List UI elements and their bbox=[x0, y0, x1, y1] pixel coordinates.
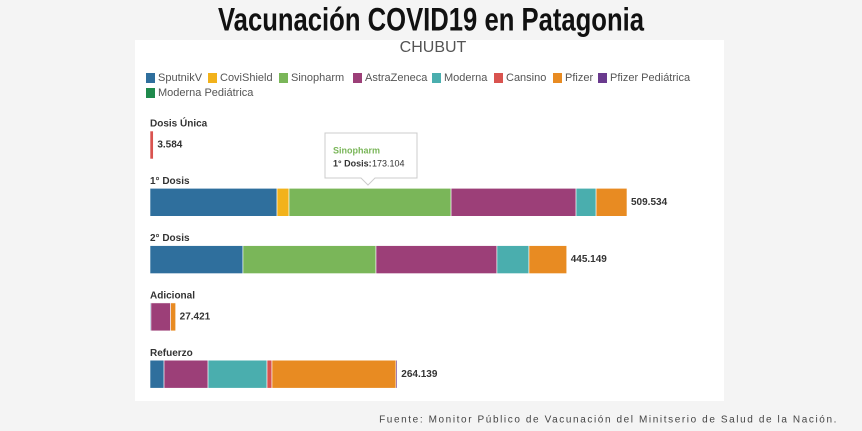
legend-swatch bbox=[146, 73, 155, 83]
bar-segment bbox=[276, 188, 290, 217]
bar-segment bbox=[496, 245, 530, 274]
total-label: 509.534 bbox=[631, 197, 668, 208]
legend-swatch bbox=[208, 73, 217, 83]
legend-label: Moderna bbox=[444, 72, 488, 84]
legend-swatch bbox=[146, 88, 155, 98]
legend-swatch bbox=[598, 73, 607, 83]
bar-segment bbox=[528, 245, 568, 274]
legend-label: CoviShield bbox=[220, 72, 273, 84]
bar-segment bbox=[271, 359, 397, 389]
bar-segment bbox=[395, 359, 398, 389]
category-label: 2° Dosis bbox=[150, 233, 190, 244]
bar-segment bbox=[575, 188, 597, 217]
bar-segment bbox=[170, 302, 176, 332]
legend-label: Sinopharm bbox=[291, 72, 344, 84]
tooltip-value: 173.104 bbox=[372, 158, 405, 168]
bar-segment bbox=[450, 188, 577, 217]
bar-segment bbox=[242, 245, 377, 274]
bar-segment bbox=[150, 302, 171, 332]
bar-segment bbox=[149, 359, 165, 389]
legend-swatch bbox=[279, 73, 288, 83]
category-label: 1° Dosis bbox=[150, 176, 190, 187]
bar-segment bbox=[595, 188, 628, 217]
category-label: Refuerzo bbox=[150, 348, 193, 359]
category-label: Dosis Única bbox=[150, 117, 208, 130]
legend-swatch bbox=[353, 73, 362, 83]
legend-label: Cansino bbox=[506, 72, 546, 84]
tooltip: Sinopharm 1° Dosis: 173.104 bbox=[324, 132, 418, 186]
legend-label: Pfizer bbox=[565, 72, 593, 84]
legend-label: SputnikV bbox=[158, 72, 203, 84]
bar-segment bbox=[149, 130, 154, 160]
legend-swatch bbox=[432, 73, 441, 83]
legend-label: Moderna Pediátrica bbox=[158, 87, 254, 99]
source: Fuente: Monitor Público de Vacunación de… bbox=[379, 415, 838, 426]
page-title: Vacunación COVID19 en Patagonia bbox=[218, 1, 644, 37]
bar-segment bbox=[266, 359, 273, 389]
chart-subtitle: CHUBUT bbox=[400, 39, 467, 56]
bar-segment bbox=[149, 188, 278, 217]
total-label: 264.139 bbox=[401, 369, 438, 380]
bar-segment bbox=[375, 245, 498, 274]
bar-segment bbox=[149, 245, 244, 274]
legend-label: AstraZeneca bbox=[365, 72, 428, 84]
chart-panel bbox=[135, 40, 724, 401]
legend-label: Pfizer Pediátrica bbox=[610, 72, 691, 84]
total-label: 445.149 bbox=[571, 254, 608, 265]
bar-segment bbox=[288, 188, 452, 217]
legend-swatch bbox=[494, 73, 503, 83]
total-label: 3.584 bbox=[157, 140, 182, 151]
tooltip-label: 1° Dosis: bbox=[333, 158, 372, 168]
bar-segment bbox=[207, 359, 268, 389]
legend-swatch bbox=[553, 73, 562, 83]
total-label: 27.421 bbox=[180, 312, 211, 323]
category-label: Adicional bbox=[150, 291, 195, 302]
tooltip-series: Sinopharm bbox=[333, 145, 380, 155]
tooltip-box bbox=[324, 132, 418, 186]
bar-segment bbox=[163, 359, 209, 389]
